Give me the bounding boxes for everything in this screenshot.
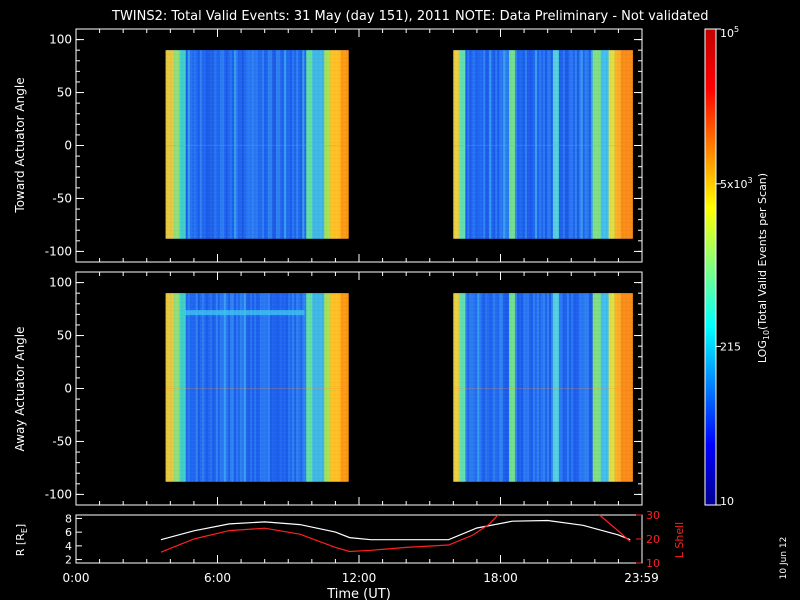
colorbar-tick-label: 215 [720,340,741,353]
colorbar-tick-label: 5x103 [720,176,753,191]
away-ylabel: Away Actuator Angle [13,326,27,451]
heatmap-block-away-1 [165,293,349,482]
preliminary-note: NOTE: Data Preliminary - Not validated [455,9,709,24]
ytick-label-away: -50 [52,434,72,448]
orbit-ytick-left-label: 6 [65,526,72,539]
orbit-ytick-left-label: 4 [65,540,72,553]
x-tick-label: 0:00 [63,571,90,585]
footer-date: 10 Jun 12 [779,537,789,580]
orbit-ytick-left-label: 8 [65,512,72,525]
ytick-label-toward: 50 [57,86,72,100]
orbit-ytick-right-label: 30 [646,509,660,522]
orbit-ylabel-left: R [RE] [14,524,29,556]
ytick-label-toward: -100 [45,244,72,258]
x-axis-label: Time (UT) [326,587,391,600]
orbit-ytick-right-label: 20 [646,533,660,546]
x-tick-label: 6:00 [204,571,231,585]
heatmap-block-toward-2 [453,50,633,239]
axes-layer: 100 50 0 -50 -100 100 50 0 -50 -100 [45,29,643,505]
toward-ylabel: Toward Actuator Angle [13,77,27,213]
ytick-label-away: 100 [49,276,72,290]
heatmap-block-toward-1 [165,50,349,239]
colorbar [704,28,717,506]
figure-title: TWINS2: Total Valid Events: 31 May (day … [111,9,450,24]
colorbar-tick-label: 105 [720,25,739,40]
x-tick-label: 23:59 [624,571,659,585]
orbit-series-lshell-2 [599,514,631,542]
x-tick-label: 12:00 [342,571,377,585]
colorbar-tick-label: 10 [720,495,734,508]
heatmap-layer [165,50,633,482]
orbit-ytick-left-label: 2 [65,554,72,567]
heatmap-block-away-2 [453,293,633,482]
ytick-label-toward: 100 [49,33,72,47]
orbit-ylabel-right: L Shell [673,522,686,558]
orbit-ytick-right-label: 10 [646,557,660,570]
ytick-label-toward: 0 [64,139,72,153]
orbit-series-radius-0 [160,519,631,541]
x-tick-label: 18:00 [483,571,518,585]
colorbar-label: LOG10(Total Valid Events per Scan) [756,173,771,363]
ytick-label-away: -100 [45,487,72,501]
ytick-label-toward: -50 [52,191,72,205]
colorbar-ticks: 10 215 5x103 105 [716,25,753,508]
orbit-series-lshell-1 [160,514,499,553]
ytick-label-away: 50 [57,329,72,343]
ytick-label-away: 0 [64,382,72,396]
